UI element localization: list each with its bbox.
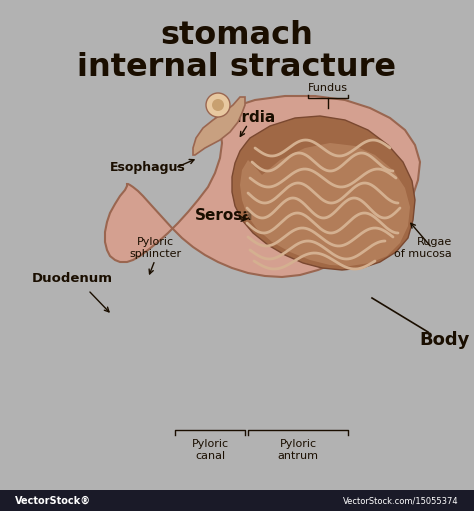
Bar — [0, 490, 474, 511]
Text: Body: Body — [420, 331, 470, 349]
Text: Duodenum: Duodenum — [31, 271, 112, 285]
Text: Pyloric
sphincter: Pyloric sphincter — [129, 237, 181, 259]
Circle shape — [206, 93, 230, 117]
Text: internal stracture: internal stracture — [78, 53, 396, 83]
Polygon shape — [240, 143, 410, 266]
Text: Pyloric
antrum: Pyloric antrum — [277, 439, 319, 461]
Polygon shape — [232, 116, 415, 270]
Text: Cardia: Cardia — [220, 110, 275, 126]
Text: VectorStock®: VectorStock® — [15, 496, 91, 506]
Polygon shape — [193, 97, 245, 155]
Text: stomach: stomach — [161, 19, 313, 51]
Text: Rugae
of mucosa: Rugae of mucosa — [394, 237, 452, 259]
Text: Pyloric
canal: Pyloric canal — [191, 439, 228, 461]
Polygon shape — [105, 96, 420, 277]
Text: Esophagus: Esophagus — [110, 161, 186, 174]
Text: VectorStock.com/15055374: VectorStock.com/15055374 — [343, 497, 459, 505]
Text: Serosa: Serosa — [195, 207, 254, 222]
Text: Fundus: Fundus — [308, 83, 348, 93]
Circle shape — [212, 99, 224, 111]
